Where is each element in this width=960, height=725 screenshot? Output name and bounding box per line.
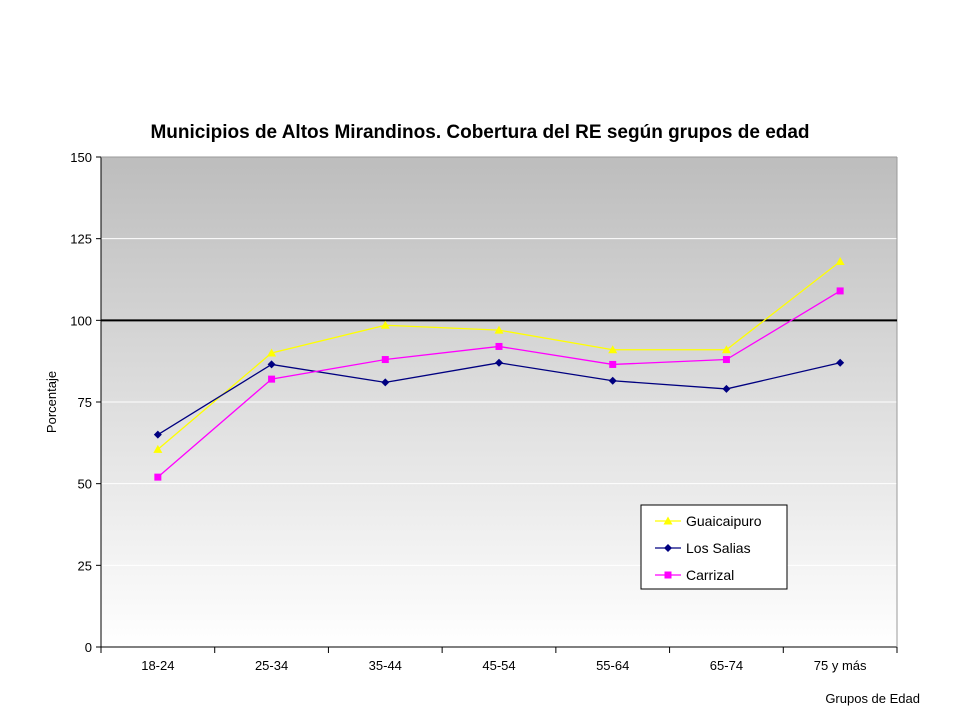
legend-swatch-marker: [664, 571, 672, 579]
data-point: [608, 345, 618, 354]
data-point: [154, 473, 162, 481]
series-guaicaipuro: [153, 257, 845, 453]
data-point: [836, 287, 844, 295]
y-tick-label: 25: [78, 558, 92, 573]
legend-label: Guaicaipuro: [686, 513, 762, 529]
legend-label: Carrizal: [686, 567, 734, 583]
x-tick-label: 55-64: [596, 658, 629, 673]
y-tick-label: 100: [70, 313, 92, 328]
y-tick-label: 0: [85, 640, 92, 655]
data-point: [267, 360, 276, 369]
y-tick-label: 75: [78, 395, 92, 410]
y-tick-label: 50: [78, 477, 92, 492]
x-tick-label: 25-34: [255, 658, 288, 673]
legend-swatch-marker: [664, 544, 672, 552]
legend-item: Carrizal: [655, 567, 734, 583]
legend-item: Los Salias: [655, 540, 751, 556]
series-los-salias: [153, 358, 845, 439]
y-axis-label: Porcentaje: [44, 371, 59, 433]
data-point: [836, 358, 845, 367]
x-tick-label: 75 y más: [814, 658, 867, 673]
data-point: [268, 375, 276, 383]
legend-item: Guaicaipuro: [655, 513, 762, 529]
legend: Guaicaipuro Los Salias Carrizal: [640, 504, 788, 590]
data-point: [267, 348, 277, 357]
data-point: [380, 320, 390, 329]
x-tick-label: 45-54: [482, 658, 515, 673]
chart-title: Municipios de Altos Mirandinos. Cobertur…: [150, 122, 809, 143]
y-tick-label: 150: [70, 150, 92, 165]
axes: 0 25 50 75 100 125 150 18-24 25-34 35-44 45-54 55-6…: [70, 150, 898, 673]
series-carrizal: [154, 287, 844, 481]
data-point: [722, 356, 730, 364]
legend-swatch-marker: [663, 516, 673, 525]
data-point: [381, 378, 390, 387]
data-point: [721, 345, 731, 354]
data-point: [608, 376, 617, 385]
x-axis-label: Grupos de Edad: [825, 691, 920, 706]
data-point: [495, 358, 503, 367]
x-tick-label: 65-74: [710, 658, 743, 673]
data-point: [153, 444, 163, 453]
x-tick-label: 35-44: [369, 658, 402, 673]
data-point: [494, 325, 504, 334]
data-point: [495, 342, 503, 350]
data-point: [722, 384, 731, 393]
y-tick-label: 125: [70, 232, 92, 247]
data-point: [153, 430, 162, 439]
data-point: [609, 360, 617, 368]
x-tick-label: 18-24: [141, 658, 174, 673]
series-group: [153, 257, 845, 481]
legend-label: Los Salias: [686, 540, 751, 556]
data-point: [381, 356, 389, 364]
data-point: [835, 257, 845, 266]
